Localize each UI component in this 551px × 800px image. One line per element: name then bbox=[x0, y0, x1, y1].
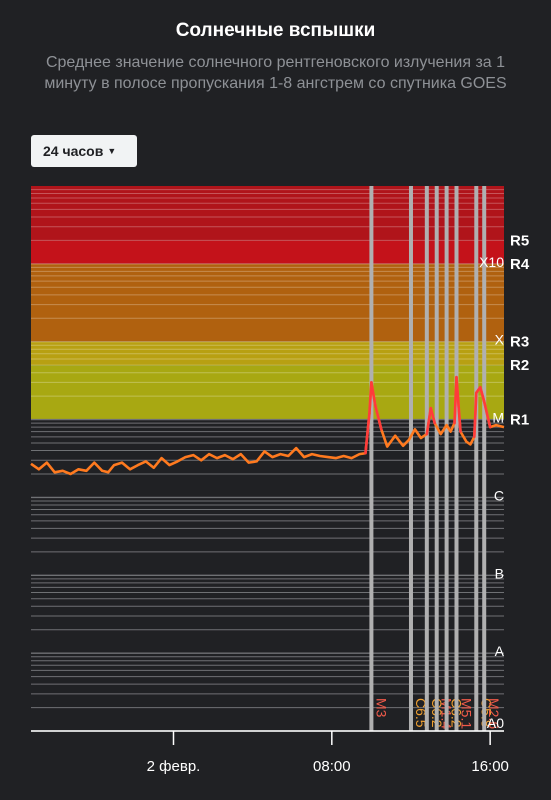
flux-bands bbox=[31, 186, 504, 420]
event-line bbox=[444, 186, 449, 731]
event-line bbox=[408, 186, 413, 731]
flux-peak-segment bbox=[370, 381, 377, 408]
event-line bbox=[474, 186, 479, 731]
radio-blackout-labels: R5 R4 R3 R2 R1 bbox=[510, 232, 530, 428]
class-label: A0 bbox=[487, 715, 504, 731]
event-label: M2.6 bbox=[486, 698, 502, 729]
event-line bbox=[424, 186, 429, 731]
flux-peak-segment bbox=[429, 406, 437, 425]
flux-peak-segment bbox=[425, 406, 433, 436]
event-line bbox=[482, 186, 487, 731]
radio-blackout-label: R2 bbox=[510, 357, 529, 374]
flux-peak-segment bbox=[364, 412, 371, 455]
flux-band-4 bbox=[31, 365, 504, 420]
radio-blackout-label: R1 bbox=[510, 412, 529, 429]
flux-series bbox=[30, 375, 505, 476]
class-label: C bbox=[494, 487, 504, 503]
class-label: M bbox=[492, 410, 504, 426]
flux-peak-segment bbox=[478, 385, 486, 403]
class-label: X10 bbox=[479, 254, 504, 270]
event-label: M3 bbox=[373, 698, 389, 718]
x-tick-label: 08:00 bbox=[313, 758, 351, 775]
flux-peak-segment bbox=[374, 404, 383, 431]
event-line bbox=[369, 186, 374, 731]
page-subtitle: Среднее значение солнечного рентгеновско… bbox=[44, 54, 507, 92]
flux-peak-segment bbox=[482, 400, 492, 429]
class-label: A bbox=[495, 643, 505, 659]
event-line bbox=[454, 186, 459, 731]
class-label: X bbox=[495, 332, 505, 348]
event-label: M5.1 bbox=[459, 698, 475, 729]
x-tick-label: 2 февр. bbox=[147, 758, 201, 775]
period-dropdown-label: 24 часов bbox=[43, 143, 104, 159]
flux-band-1 bbox=[31, 240, 504, 264]
x-tick-label: 16:00 bbox=[471, 758, 509, 775]
period-dropdown[interactable]: 24 часов ▼ bbox=[31, 135, 137, 167]
radio-blackout-label: R5 bbox=[510, 232, 529, 249]
caret-down-icon: ▼ bbox=[107, 146, 117, 156]
class-label: B bbox=[495, 565, 504, 581]
x-axis: 2 февр. 08:00 16:00 bbox=[31, 730, 509, 775]
flux-line-0 bbox=[30, 375, 505, 476]
radio-blackout-label: R3 bbox=[510, 334, 529, 351]
event-line bbox=[434, 186, 439, 731]
flux-band-0 bbox=[31, 186, 504, 241]
page-title: Солнечные вспышки bbox=[175, 20, 376, 41]
flux-peak-segment bbox=[473, 391, 478, 439]
flux-band-3 bbox=[31, 341, 504, 366]
class-labels: X10 X M C B A A0 bbox=[479, 254, 505, 731]
flux-peak-segment bbox=[455, 375, 462, 433]
radio-blackout-label: R4 bbox=[510, 256, 530, 273]
